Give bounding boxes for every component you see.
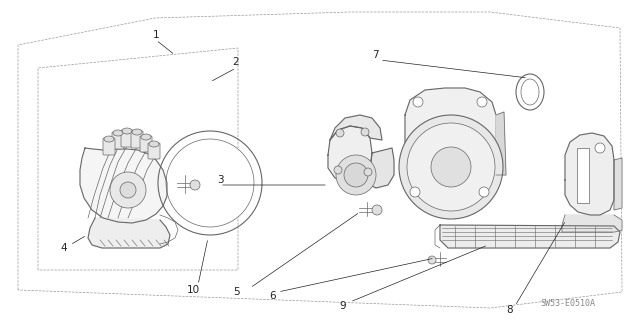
Circle shape	[413, 97, 423, 107]
Ellipse shape	[149, 141, 159, 147]
Polygon shape	[330, 115, 382, 140]
Circle shape	[477, 97, 487, 107]
Polygon shape	[440, 225, 620, 248]
Circle shape	[428, 256, 436, 264]
Circle shape	[410, 187, 420, 197]
FancyBboxPatch shape	[121, 130, 133, 147]
Ellipse shape	[104, 136, 114, 142]
Circle shape	[120, 182, 136, 198]
Text: 5: 5	[234, 287, 240, 297]
Text: 10: 10	[187, 285, 199, 295]
FancyBboxPatch shape	[103, 138, 115, 155]
Text: 6: 6	[269, 291, 276, 301]
Circle shape	[372, 205, 382, 215]
Polygon shape	[565, 133, 614, 215]
Text: 9: 9	[340, 301, 347, 311]
Text: 7: 7	[371, 50, 378, 60]
Circle shape	[431, 147, 471, 187]
Circle shape	[110, 172, 146, 208]
Circle shape	[166, 139, 254, 227]
Ellipse shape	[113, 130, 123, 136]
Polygon shape	[370, 148, 394, 188]
Polygon shape	[88, 218, 170, 248]
Polygon shape	[328, 126, 372, 182]
Ellipse shape	[521, 79, 539, 105]
Circle shape	[361, 128, 369, 136]
Ellipse shape	[122, 128, 132, 134]
Circle shape	[364, 168, 372, 176]
Text: 3: 3	[217, 175, 224, 185]
Ellipse shape	[141, 134, 151, 140]
Polygon shape	[614, 158, 622, 210]
FancyBboxPatch shape	[112, 132, 124, 149]
Circle shape	[190, 180, 200, 190]
Circle shape	[336, 129, 344, 137]
Circle shape	[407, 123, 495, 211]
FancyBboxPatch shape	[148, 143, 160, 159]
Polygon shape	[562, 215, 622, 232]
Polygon shape	[405, 88, 496, 203]
Circle shape	[479, 187, 489, 197]
Text: 4: 4	[61, 243, 68, 253]
Polygon shape	[496, 112, 506, 175]
Circle shape	[334, 166, 342, 174]
Text: SW53-E0510A: SW53-E0510A	[540, 299, 595, 308]
Ellipse shape	[132, 129, 142, 135]
Text: 8: 8	[506, 305, 513, 315]
FancyBboxPatch shape	[140, 136, 152, 152]
Circle shape	[399, 115, 503, 219]
Bar	[577, 148, 589, 203]
Circle shape	[595, 143, 605, 153]
Text: 2: 2	[233, 57, 240, 67]
Circle shape	[336, 155, 376, 195]
FancyBboxPatch shape	[131, 131, 143, 148]
Text: 1: 1	[153, 30, 159, 40]
Polygon shape	[80, 148, 167, 223]
Circle shape	[344, 163, 368, 187]
